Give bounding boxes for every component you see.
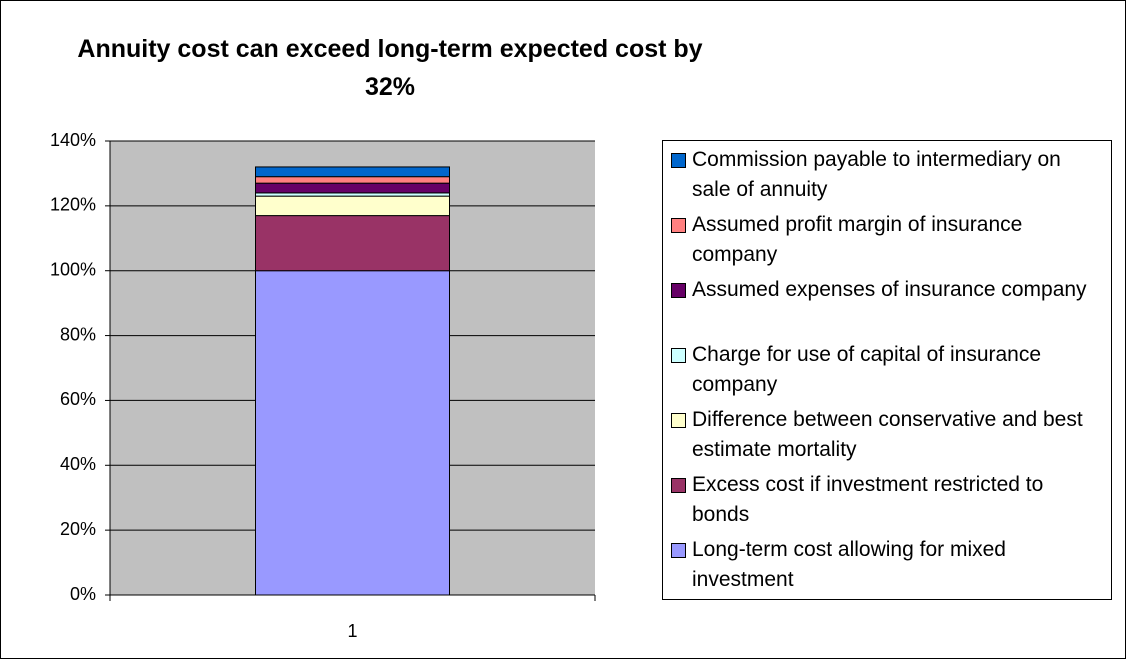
legend-swatch (671, 478, 686, 493)
legend: Commission payable to intermediary on sa… (662, 140, 1112, 600)
legend-item: Assumed expenses of insurance company (671, 275, 1103, 340)
y-tick-label: 20% (60, 519, 96, 539)
bar-segment (255, 166, 450, 178)
legend-swatch (671, 413, 686, 428)
bar-segment (255, 176, 450, 184)
chart-title: Annuity cost can exceed long-term expect… (77, 35, 703, 101)
y-tick-label: 120% (50, 195, 96, 215)
legend-swatch (671, 543, 686, 558)
legend-item: Excess cost if investment restricted to … (671, 470, 1103, 535)
legend-label: Charge for use of capital of insurance c… (692, 343, 1042, 396)
legend-swatch (671, 218, 686, 233)
legend-item: Commission payable to intermediary on sa… (671, 145, 1103, 210)
legend-label: Assumed profit margin of insurance compa… (692, 213, 1023, 266)
legend-label: Assumed expenses of insurance company (692, 278, 1087, 301)
bar-segment (255, 182, 450, 194)
legend-label: Long-term cost allowing for mixed invest… (692, 538, 1006, 591)
legend-swatch (671, 348, 686, 363)
legend-label: Difference between conservative and best… (692, 408, 1083, 461)
legend-swatch (671, 283, 686, 298)
y-tick-label: 40% (60, 454, 96, 474)
y-tick-label: 140% (50, 130, 96, 150)
y-tick-label: 0% (70, 584, 96, 604)
y-tick-label: 60% (60, 389, 96, 409)
legend-item: Long-term cost allowing for mixed invest… (671, 535, 1103, 600)
legend-item: Charge for use of capital of insurance c… (671, 340, 1103, 405)
legend-item: Assumed profit margin of insurance compa… (671, 210, 1103, 275)
bar-segment (255, 270, 450, 596)
bar-segment (255, 215, 450, 272)
legend-item: Difference between conservative and best… (671, 405, 1103, 470)
legend-label: Commission payable to intermediary on sa… (692, 148, 1061, 201)
y-tick-label: 80% (60, 324, 96, 344)
bar-segment (255, 195, 450, 217)
x-tick-label: 1 (347, 621, 357, 641)
legend-swatch (671, 153, 686, 168)
legend-label: Excess cost if investment restricted to … (692, 473, 1044, 526)
y-tick-label: 100% (50, 259, 96, 279)
